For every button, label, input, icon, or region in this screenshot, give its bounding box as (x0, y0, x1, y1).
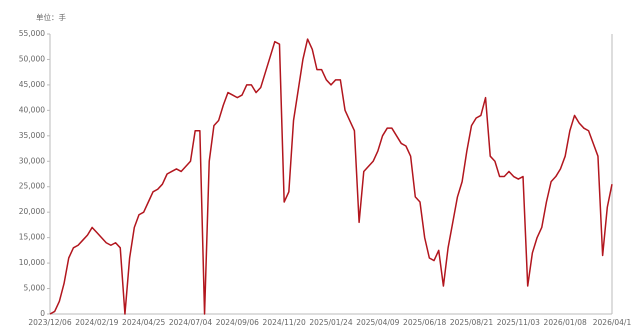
y-tick-label: 35,000 (19, 131, 45, 140)
y-tick-label: 15,000 (19, 233, 45, 242)
y-tick-label: 10,000 (19, 258, 45, 267)
x-tick-label: 2026/04/1 (593, 318, 632, 327)
x-tick-label: 2025/11/03 (497, 318, 540, 327)
y-tick-label: 50,000 (19, 54, 45, 63)
x-tick-label: 2026/01/08 (544, 318, 587, 327)
x-tick-label: 2025/06/18 (403, 318, 446, 327)
y-tick-label: 20,000 (19, 207, 45, 216)
unit-label: 单位：手 (36, 12, 66, 22)
data-line (49, 38, 613, 315)
x-tick-label: 2024/11/20 (263, 318, 306, 327)
y-tick-label: 55,000 (19, 29, 45, 38)
x-tick-label: 2025/04/09 (356, 318, 399, 327)
y-tick-label: 5,000 (24, 284, 46, 293)
y-tick-label: 30,000 (19, 156, 45, 165)
y-tick-label: 0 (40, 309, 45, 318)
y-tick-label: 40,000 (19, 105, 45, 114)
x-tick-label: 2024/07/04 (169, 318, 212, 327)
x-tick-label: 2025/08/21 (450, 318, 493, 327)
x-tick-label: 2025/01/24 (309, 318, 352, 327)
x-tick-label: 2023/12/06 (28, 318, 71, 327)
x-tick-label: 2024/04/25 (122, 318, 165, 327)
x-tick-label: 2024/02/19 (75, 318, 118, 327)
y-tick-label: 25,000 (19, 182, 45, 191)
y-tick-label: 45,000 (19, 80, 45, 89)
x-tick-label: 2024/09/06 (216, 318, 259, 327)
